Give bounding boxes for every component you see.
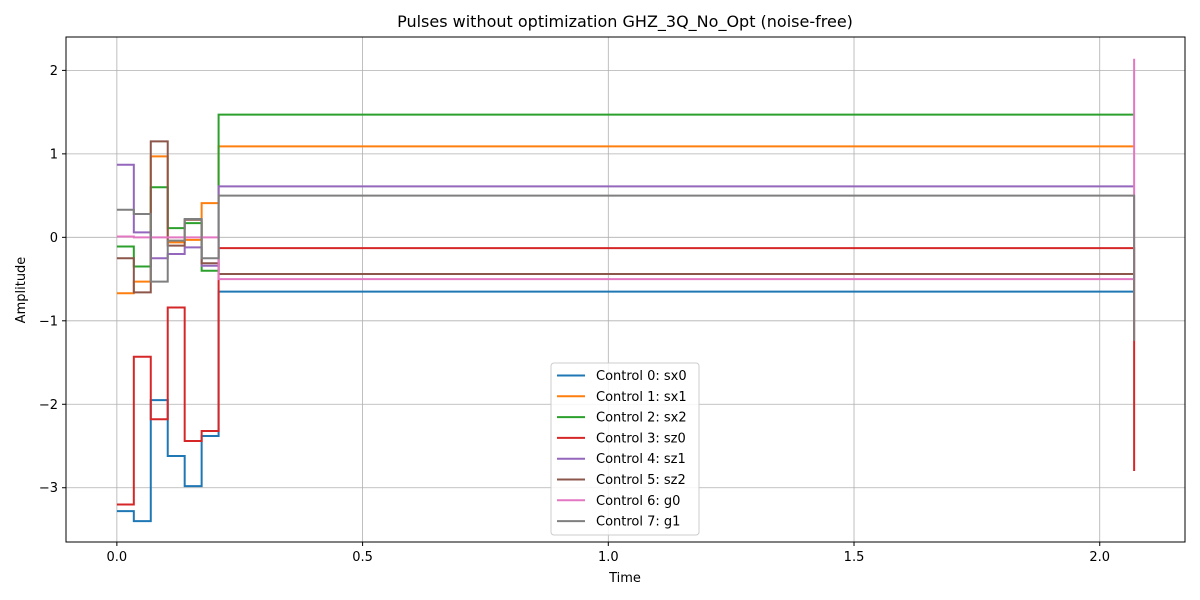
- y-tick-label: −1: [39, 314, 58, 329]
- plot-frame: [65, 36, 1186, 543]
- y-tick-label: 0: [50, 231, 58, 246]
- series-line-1: [116, 145, 1135, 295]
- y-tick-label: −3: [39, 481, 58, 496]
- series-lines: [116, 58, 1136, 523]
- legend-label-4: Control 4: sz1: [596, 452, 686, 467]
- legend-label-6: Control 6: g0: [596, 494, 680, 509]
- series-line-2: [116, 113, 1135, 272]
- series-line-4: [116, 163, 1135, 267]
- series-line-7: [116, 194, 1136, 341]
- x-tick-label: 0.5: [352, 550, 373, 565]
- x-tick-label: 1.5: [844, 550, 865, 565]
- chart-title: Pulses without optimization GHZ_3Q_No_Op…: [397, 12, 853, 32]
- legend-label-1: Control 1: sx1: [596, 390, 687, 405]
- axis-ticks: 0.0 0.5 1.0 1.5 2.0 2 1 0 −1 −2 −3: [39, 64, 1110, 565]
- y-tick-label: 1: [50, 147, 58, 162]
- series-line-0: [116, 290, 1135, 523]
- legend-label-5: Control 5: sz2: [596, 473, 686, 488]
- x-tick-label: 0.0: [107, 550, 128, 565]
- x-axis-label: Time: [608, 571, 641, 586]
- y-tick-label: −2: [39, 398, 58, 413]
- legend: Control 0: sx0 Control 1: sx1 Control 2: s…: [550, 362, 700, 536]
- x-tick-label: 1.0: [598, 550, 619, 565]
- legend-box: [550, 362, 700, 536]
- series-line-3: [116, 247, 1136, 506]
- legend-label-0: Control 0: sx0: [596, 369, 687, 384]
- legend-label-7: Control 7: g1: [596, 515, 680, 530]
- legend-label-2: Control 2: sx2: [596, 411, 687, 426]
- legend-label-3: Control 3: sz0: [596, 431, 686, 446]
- y-tick-label: 2: [50, 64, 58, 79]
- series-line-5: [116, 140, 1135, 294]
- x-tick-label: 2.0: [1089, 550, 1110, 565]
- y-axis-label: Amplitude: [14, 257, 29, 324]
